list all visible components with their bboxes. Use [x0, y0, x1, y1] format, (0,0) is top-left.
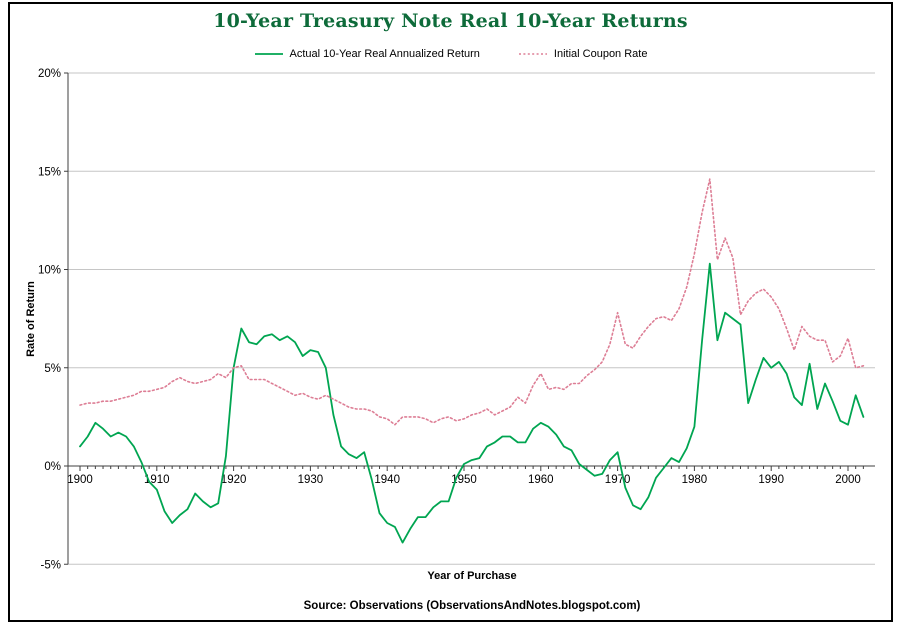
y-tick-label: 5%	[44, 363, 61, 375]
x-tick-label: 1980	[682, 474, 708, 486]
x-tick-label: 2000	[835, 474, 861, 486]
y-tick-label: 10%	[38, 265, 61, 277]
x-tick-label: 1990	[758, 474, 784, 486]
x-tick-label: 1940	[374, 474, 400, 486]
x-tick-label: 1900	[67, 474, 93, 486]
x-tick-label: 1960	[528, 474, 554, 486]
y-tick-label: 20%	[38, 68, 61, 80]
legend-label-actual-return: Actual 10-Year Real Annualized Return	[289, 48, 480, 60]
x-tick-label: 1930	[298, 474, 324, 486]
chart-title: 10-Year Treasury Note Real 10-Year Retur…	[213, 10, 688, 32]
y-tick-label: 15%	[38, 166, 61, 178]
x-axis-title: Year of Purchase	[427, 570, 517, 582]
y-axis-title: Rate of Return	[25, 281, 37, 357]
y-tick-label: -5%	[41, 559, 61, 571]
legend-swatch-actual	[254, 53, 283, 55]
legend-swatch-coupon	[518, 53, 547, 55]
legend-item-coupon-rate: Initial Coupon Rate	[518, 48, 648, 60]
series-line-actual-return	[79, 262, 865, 544]
y-tick-label: 0%	[44, 461, 61, 473]
legend-item-actual-return: Actual 10-Year Real Annualized Return	[254, 48, 480, 60]
series-line-coupon-rate	[79, 178, 865, 426]
legend-label-coupon-rate: Initial Coupon Rate	[553, 48, 648, 60]
source-note: Source: Observations (ObservationsAndNot…	[303, 600, 641, 612]
legend: Actual 10-Year Real Annualized Return In…	[0, 48, 901, 60]
x-tick-label: 1970	[605, 474, 631, 486]
x-tick-label: 1920	[221, 474, 247, 486]
